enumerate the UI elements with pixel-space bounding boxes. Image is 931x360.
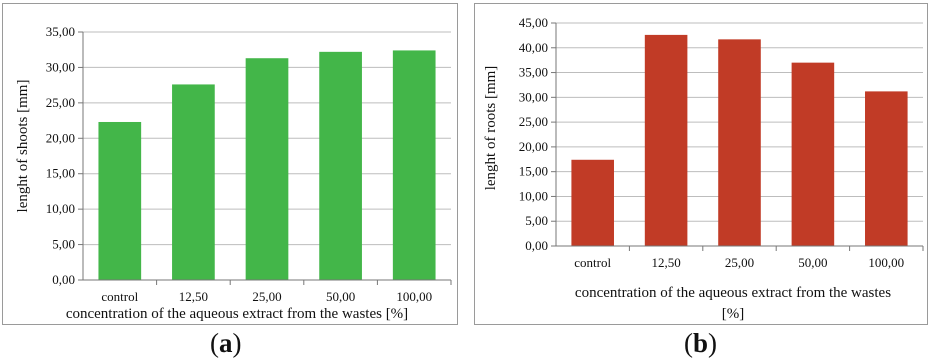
panel-label-b-open: ( <box>684 328 693 358</box>
a-y-tick-label: 25,00 <box>46 95 75 110</box>
panel-label-a-close: ) <box>232 328 242 358</box>
a-x-tick-label: 25,00 <box>252 289 281 304</box>
b-y-tick-label: 20,00 <box>519 139 548 154</box>
b-y-tick-label: 5,00 <box>525 213 548 228</box>
b-bar <box>865 91 908 247</box>
b-y-tick-label: 45,00 <box>519 15 548 30</box>
panel-label-b-letter: b <box>693 328 709 358</box>
panel-label-a: (a) <box>210 328 242 359</box>
chart-a-x-tick-labels: control 12,50 25,00 50,00 100,00 <box>101 289 432 304</box>
a-bar <box>245 58 289 280</box>
b-y-tick-label: 40,00 <box>519 40 548 55</box>
panel-label-b-close: ) <box>708 328 718 358</box>
b-bar <box>718 39 761 246</box>
chart-b-y-tick-labels: 0,00 5,00 10,00 15,00 20,00 25,00 30,00 35,00 40… <box>519 15 548 253</box>
b-x-tick-label: 100,00 <box>868 255 904 270</box>
b-y-tick-label: 35,00 <box>519 65 548 80</box>
chart-b-axes <box>551 22 924 251</box>
a-bar <box>98 121 142 280</box>
chart-b-x-tick-labels: control 12,50 25,00 50,00 100,00 <box>574 255 904 270</box>
b-y-tick-label: 25,00 <box>519 114 548 129</box>
a-y-tick-label: 15,00 <box>46 166 75 181</box>
a-x-tick-label: 50,00 <box>326 289 355 304</box>
chart-a-axes <box>78 31 452 285</box>
a-bar <box>392 50 436 281</box>
chart-a-bars <box>98 50 436 281</box>
b-x-tick-label: 25,00 <box>725 255 754 270</box>
b-y-tick-label: 15,00 <box>519 164 548 179</box>
b-y-tick-label: 10,00 <box>519 188 548 203</box>
b-y-tick-label: 30,00 <box>519 89 548 104</box>
chart-b-x-axis-title-line2: [%] <box>722 306 745 322</box>
b-x-tick-label: 12,50 <box>651 255 680 270</box>
chart-a-x-axis-title: concentration of the aqueous extract fro… <box>66 306 408 322</box>
panel-label-a-open: ( <box>210 328 219 358</box>
b-bar <box>571 159 614 246</box>
a-y-tick-label: 35,00 <box>46 24 75 39</box>
a-x-tick-label: 100,00 <box>396 289 432 304</box>
b-y-tick-label: 0,00 <box>525 238 548 253</box>
a-y-tick-label: 30,00 <box>46 59 75 74</box>
panel-label-a-letter: a <box>219 328 233 358</box>
b-bar <box>791 62 835 247</box>
a-y-tick-label: 0,00 <box>52 272 75 287</box>
chart-a-frame: 0,00 5,00 10,00 15,00 20,00 25,00 30,00 35,00 c… <box>2 3 458 325</box>
a-y-tick-label: 5,00 <box>52 237 75 252</box>
b-x-tick-label: 50,00 <box>798 255 827 270</box>
chart-a-svg: 0,00 5,00 10,00 15,00 20,00 25,00 30,00 35,00 c… <box>15 24 452 322</box>
a-x-tick-label: 12,50 <box>179 289 208 304</box>
chart-b-frame: 0,00 5,00 10,00 15,00 20,00 25,00 30,00 35,00 40… <box>474 3 928 325</box>
chart-b-x-axis-title-line1: concentration of the aqueous extract fro… <box>575 285 891 301</box>
a-y-tick-label: 20,00 <box>46 130 75 145</box>
chart-b-bars <box>571 34 908 247</box>
b-x-tick-label: control <box>574 255 611 270</box>
chart-a-y-axis-title: lenght of shoots [mm] <box>15 80 31 213</box>
panel-label-b: (b) <box>684 328 717 359</box>
a-bar <box>319 51 362 281</box>
a-x-tick-label: control <box>101 289 138 304</box>
b-bar <box>644 34 688 246</box>
chart-a-y-tick-labels: 0,00 5,00 10,00 15,00 20,00 25,00 30,00 35,00 <box>46 24 75 287</box>
a-y-tick-label: 10,00 <box>46 201 75 216</box>
chart-b-y-axis-title: lenght of roots [mm] <box>483 66 499 191</box>
a-bar <box>172 84 215 280</box>
chart-b-svg: 0,00 5,00 10,00 15,00 20,00 25,00 30,00 35,00 40… <box>483 15 924 322</box>
